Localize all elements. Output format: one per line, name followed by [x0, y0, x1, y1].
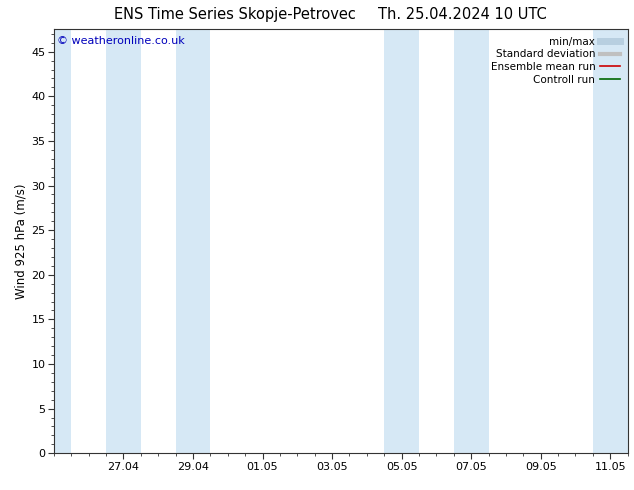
Text: © weatheronline.co.uk: © weatheronline.co.uk	[57, 36, 184, 46]
Legend: min/max, Standard deviation, Ensemble mean run, Controll run: min/max, Standard deviation, Ensemble me…	[489, 35, 623, 87]
Bar	[454, 29, 489, 453]
Bar	[54, 29, 71, 453]
Bar	[384, 29, 419, 453]
Bar	[593, 29, 628, 453]
Text: Th. 25.04.2024 10 UTC: Th. 25.04.2024 10 UTC	[378, 7, 547, 23]
Bar	[176, 29, 210, 453]
Y-axis label: Wind 925 hPa (m/s): Wind 925 hPa (m/s)	[14, 184, 27, 299]
Text: ENS Time Series Skopje-Petrovec: ENS Time Series Skopje-Petrovec	[113, 7, 356, 23]
Bar	[106, 29, 141, 453]
